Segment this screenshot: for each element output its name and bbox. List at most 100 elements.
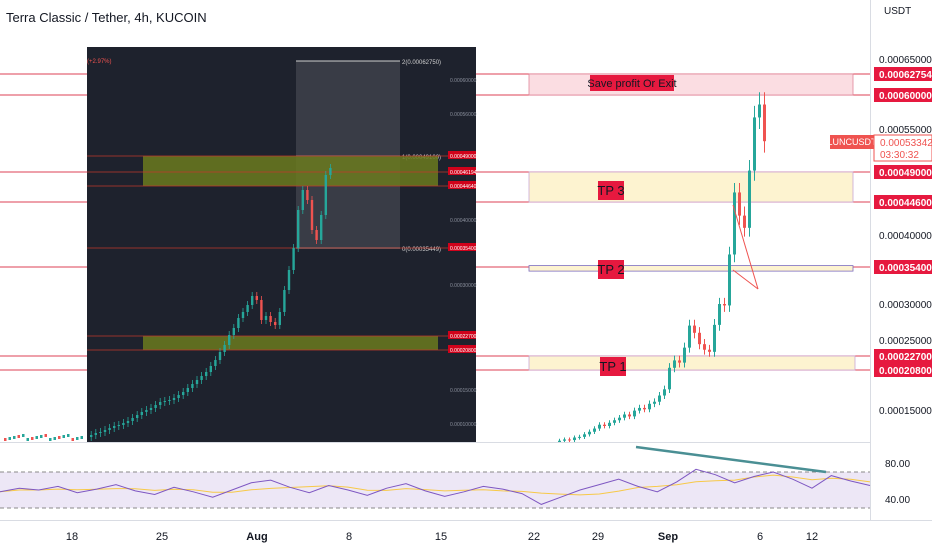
inset-candle-body <box>200 376 203 380</box>
price-tick: 0.00015000 <box>879 406 932 417</box>
price-badge-label: 0.00062754 <box>879 70 932 81</box>
candle-body <box>22 434 25 437</box>
inset-candle-body <box>255 296 258 300</box>
price-badge-label: 0.00049000 <box>879 168 932 179</box>
inset-background <box>87 47 476 442</box>
zone-rect <box>528 73 854 96</box>
inset-price-label: 0.00044640 <box>450 184 477 190</box>
zone-label: Save profit Or Exit <box>587 78 676 90</box>
candle-body <box>618 417 621 421</box>
inset-candle-body <box>329 168 332 175</box>
candle-body <box>558 440 561 442</box>
inset-candle-body <box>315 230 318 240</box>
candle-body <box>31 437 34 440</box>
inset-zone-lower <box>143 336 438 350</box>
inset-candle-body <box>324 175 327 215</box>
candle-body <box>17 435 20 438</box>
inset-price-label: 0.00056000 <box>450 112 477 118</box>
time-label: 29 <box>592 531 604 543</box>
price-ticks: 0.00065000 0.00055000 0.00040000 0.00030000… <box>879 55 932 417</box>
inset-candle-body <box>195 380 199 384</box>
currency-label: USDT <box>884 6 911 17</box>
candle-body <box>678 360 681 363</box>
zone-label: TP 1 <box>599 359 626 374</box>
inset-candle-body <box>177 395 180 398</box>
last-price-badge <box>873 134 932 162</box>
inset-candle-body <box>186 388 189 392</box>
inset-candle-body <box>163 401 166 402</box>
price-badge-label: 0.00035400 <box>879 263 932 274</box>
zone-rect <box>528 355 856 371</box>
inset-candle-body <box>320 215 323 240</box>
price-badge-label: 0.00020800 <box>879 366 932 377</box>
inset-candle-body <box>90 435 93 437</box>
inset-candle-body <box>287 270 291 290</box>
candle-body <box>608 422 611 426</box>
rsi-upper-label: 80.00 <box>885 459 910 470</box>
time-label: 22 <box>528 531 540 543</box>
candle-body <box>638 407 641 411</box>
inset-candle-body <box>99 432 102 433</box>
inset-candle-body <box>159 402 162 405</box>
time-axis[interactable]: 18 25 Aug 8 15 22 29 Sep 6 12 <box>66 531 818 543</box>
price-badges: 0.00062754 0.00060000 0.00049000 0.00044600… <box>874 67 932 377</box>
price-badge-label: 0.00044600 <box>879 198 932 209</box>
price-badge <box>874 88 932 102</box>
candle-body <box>643 407 646 410</box>
zone-label-bg <box>598 181 624 200</box>
candle-body <box>633 410 636 417</box>
inset-candle-body <box>283 290 286 312</box>
inset-candle-body <box>228 335 231 345</box>
price-badge <box>874 165 932 179</box>
inset-candle-body <box>310 200 314 230</box>
zone-label-bg <box>600 357 626 376</box>
inset-price-scale: 0.00060000 0.00056000 0.00049000 0.00046194… <box>448 78 477 428</box>
time-label: 6 <box>757 531 763 543</box>
time-label: 25 <box>156 531 168 543</box>
candle-body <box>683 347 686 363</box>
inset-badge <box>448 167 476 175</box>
candle-body <box>748 170 751 228</box>
time-label: 18 <box>66 531 78 543</box>
inset-candle-body <box>218 352 222 360</box>
inset-candle-body <box>172 398 176 400</box>
time-label: Aug <box>246 531 267 543</box>
candle-body <box>613 420 616 423</box>
price-tick: 0.00030000 <box>879 300 932 311</box>
time-label: 8 <box>346 531 352 543</box>
inset-price-label: 0.00022700 <box>450 334 477 340</box>
candle-body <box>67 434 70 437</box>
candle-body <box>673 360 676 368</box>
candle-body <box>763 104 766 142</box>
candle-body <box>44 434 47 437</box>
inset-candle-body <box>209 366 212 372</box>
candle-body <box>35 436 38 439</box>
candle-body <box>71 438 74 441</box>
candle-body <box>743 215 746 228</box>
symbol-badge[interactable] <box>830 135 874 149</box>
zone-label: TP 3 <box>597 183 624 198</box>
candle-body <box>573 437 576 441</box>
inset-zone-upper <box>143 156 438 186</box>
zones: Save profit Or Exit TP 3 TP 2 TP 1 <box>528 73 856 376</box>
inset-badge <box>448 243 476 251</box>
candle-body <box>603 424 606 426</box>
inset-price-label: 0.00040000 <box>450 218 477 224</box>
inset-price-label: 0.00060000 <box>450 78 477 84</box>
price-badge-label: 0.00022700 <box>879 352 932 363</box>
candle-body <box>693 325 696 333</box>
zone-rect <box>528 171 854 203</box>
candle-body <box>698 332 701 345</box>
price-tick: 0.00040000 <box>879 231 932 242</box>
chart-title: Terra Classic / Tether, 4h, KUCOIN <box>6 10 207 25</box>
candle-body <box>578 436 581 438</box>
symbol-label: LUNCUSDT <box>827 137 877 147</box>
candle-body <box>668 367 671 390</box>
price-tick: 0.00055000 <box>879 125 932 136</box>
rsi-indicator <box>0 468 871 505</box>
inset-candle-body <box>136 415 139 418</box>
inset-price-label: 0.00010000 <box>450 422 477 428</box>
inset-candle-body <box>246 305 249 312</box>
inset-badge <box>448 345 476 353</box>
candle-body <box>713 324 716 352</box>
